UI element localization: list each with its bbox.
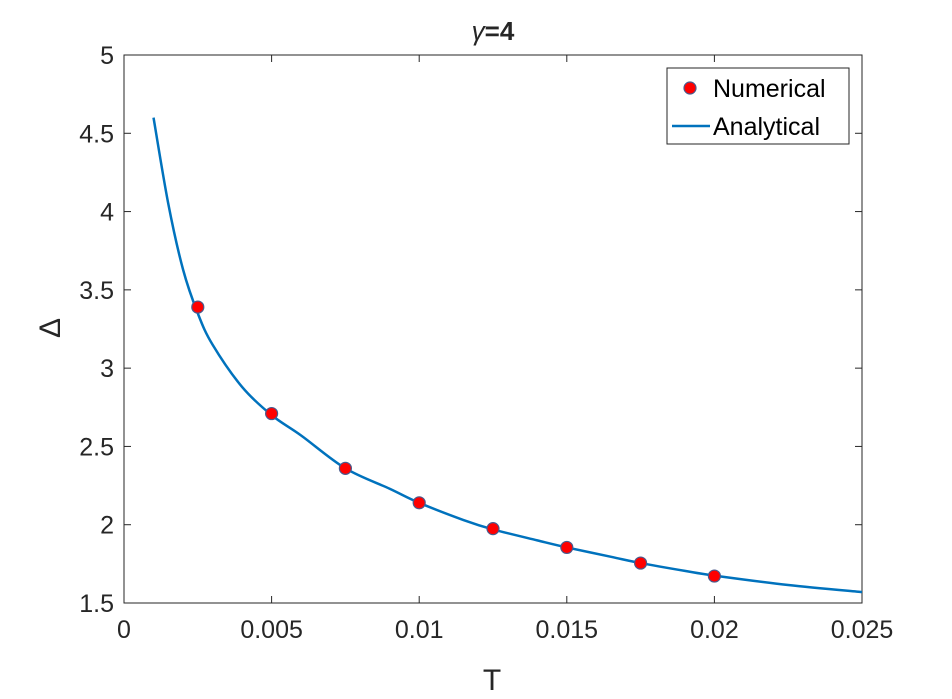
- y-tick-label: 4: [100, 199, 114, 227]
- x-axis-ticks: 0 0.005 0.01 0.015 0.02 0.025: [117, 55, 893, 644]
- y-axis-label: Δ: [34, 318, 67, 338]
- numerical-point: [338, 461, 352, 475]
- y-tick-label: 3.5: [79, 277, 114, 305]
- y-tick-label: 4.5: [79, 120, 114, 148]
- x-tick-label: 0.025: [831, 616, 894, 644]
- numerical-point: [560, 540, 574, 555]
- legend: Numerical Analytical: [666, 67, 850, 145]
- axes-frame: [123, 54, 863, 604]
- numerical-point: [633, 556, 648, 570]
- y-tick-label: 2.5: [79, 433, 114, 461]
- legend-label-analytical: Analytical: [713, 113, 820, 141]
- y-tick-label: 5: [100, 42, 114, 70]
- x-tick-label: 0.005: [240, 616, 303, 644]
- numerical-point: [412, 496, 426, 510]
- x-tick-label: 0.01: [395, 616, 444, 644]
- analytical-line: [152, 117, 863, 594]
- y-tick-label: 2: [100, 512, 114, 540]
- x-tick-label: 0.015: [536, 616, 599, 644]
- y-tick-label: 3: [100, 355, 114, 383]
- numerical-point: [265, 406, 279, 421]
- y-axis-ticks: 1.5 2 2.5 3 3.5 4 4.5 5: [79, 42, 862, 618]
- legend-label-numerical: Numerical: [713, 75, 826, 103]
- chart-title: γ=4: [472, 16, 515, 46]
- title-suffix: =4: [485, 16, 515, 46]
- legend-marker-numerical: [683, 81, 697, 95]
- y-tick-label: 1.5: [79, 590, 114, 618]
- x-axis-label: T: [483, 664, 501, 697]
- numerical-point: [191, 300, 205, 314]
- axes-box: [123, 54, 863, 604]
- legend-box: [666, 67, 850, 145]
- x-tick-label: 0.02: [690, 616, 739, 644]
- numerical-point: [486, 522, 500, 536]
- numerical-point: [707, 569, 722, 583]
- plot-area: [152, 117, 863, 594]
- title-symbol: γ: [472, 16, 487, 46]
- x-tick-label: 0: [117, 616, 131, 644]
